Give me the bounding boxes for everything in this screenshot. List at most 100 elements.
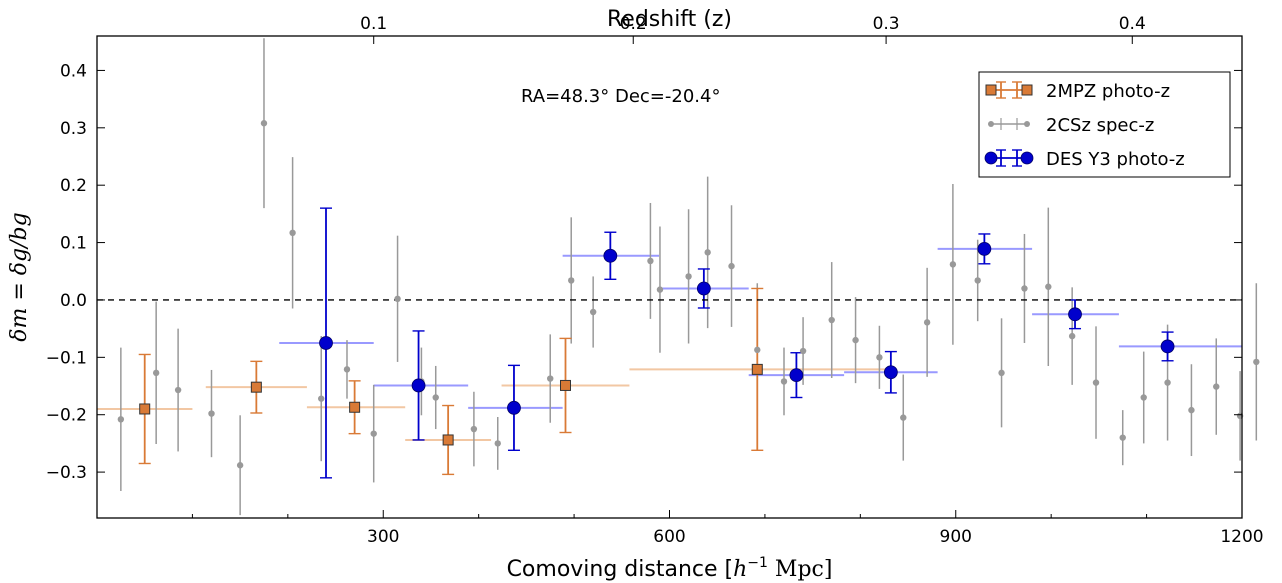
legend-marker — [1020, 151, 1034, 165]
2mpz-point — [751, 363, 763, 375]
spec-z-point — [1119, 434, 1126, 441]
x-tick-label: 300 — [367, 527, 399, 547]
y-tick-label: 0.3 — [60, 119, 87, 139]
top-tick-label: 0.4 — [1119, 14, 1146, 34]
x-tick-label: 1200 — [1220, 527, 1263, 547]
y-axis-title: δm = δg/bg — [7, 212, 32, 341]
spec-z-point — [343, 366, 351, 373]
2mpz-point — [349, 401, 361, 413]
spec-z-point — [568, 277, 575, 284]
x-axis-title-prefix: Comoving distance [ — [507, 557, 734, 582]
spec-z-point — [318, 395, 325, 402]
spec-z-point — [547, 375, 554, 382]
y-tick-label: −0.3 — [46, 463, 87, 483]
des-point — [1160, 339, 1175, 354]
spec-z-point — [754, 346, 761, 354]
spec-z-point — [208, 410, 215, 417]
x-tick-label: 900 — [940, 527, 972, 547]
spec-z-point — [647, 257, 654, 265]
spec-z-point — [470, 425, 478, 433]
legend-label: 2CSz spec-z — [1046, 115, 1154, 136]
top-tick-label: 0.1 — [360, 14, 387, 34]
legend-entry: 2CSz spec-z — [988, 115, 1154, 136]
spec-z-point — [589, 308, 597, 316]
x-axis-title-unit: h — [733, 557, 747, 582]
spec-z-point — [370, 430, 377, 437]
spec-z-point — [1164, 379, 1171, 386]
x-error-bars — [97, 247, 1242, 441]
spec-z-point — [728, 262, 735, 270]
legend-marker — [1024, 121, 1030, 127]
spec-z-point — [900, 414, 907, 421]
legend-entry: 2MPZ photo-z — [985, 81, 1170, 102]
spec-z-point — [260, 120, 268, 127]
des-point — [696, 281, 711, 296]
legend: 2MPZ photo-z 2CSz spec-z DES Y3 photo-z — [978, 71, 1231, 178]
y-tick-label: 0.4 — [60, 61, 87, 81]
legend-marker — [985, 84, 997, 96]
spec-z-point — [1253, 358, 1260, 366]
top-axis-title: Redshift (z) — [607, 7, 732, 32]
des-point — [603, 248, 618, 263]
spec-z-point — [704, 249, 711, 256]
spec-z-point — [394, 295, 401, 303]
y-tick-label: 0.0 — [60, 291, 87, 311]
legend-label: 2MPZ photo-z — [1046, 81, 1170, 102]
spec-z-point — [1021, 285, 1028, 292]
spec-z-point — [1092, 379, 1100, 386]
y-tick-label: 0.1 — [60, 234, 87, 254]
2mpz-point — [139, 403, 151, 415]
spec-z-point — [780, 378, 788, 385]
spec-z-point — [852, 336, 859, 344]
x-axis-title: Comoving distance [h−1 Mpc] — [507, 555, 833, 582]
spec-z-point — [236, 462, 244, 469]
spec-z-point — [974, 277, 981, 284]
des-point — [507, 400, 521, 415]
legend-marker — [1021, 84, 1033, 96]
legend-marker — [988, 121, 994, 127]
x-axis-title-suffix: Mpc] — [768, 557, 833, 582]
spec-z-point — [828, 316, 835, 324]
spec-z-point — [174, 386, 182, 394]
2mpz-point — [559, 379, 571, 391]
x-axis-title-exponent: −1 — [747, 555, 768, 571]
spec-z-point — [799, 347, 807, 355]
legend-marker — [984, 151, 998, 165]
des-point — [883, 365, 898, 380]
spec-z-point — [432, 394, 439, 401]
spec-z-point — [1068, 332, 1076, 340]
legend-entry: DES Y3 photo-z — [984, 149, 1185, 170]
y-tick-label: 0.2 — [60, 176, 87, 196]
spec-z-point — [876, 354, 883, 361]
des-point — [789, 368, 804, 383]
des-point — [411, 378, 426, 393]
spec-z-point — [685, 273, 692, 280]
2mpz-point — [442, 434, 454, 446]
des-point — [977, 241, 992, 256]
top-tick-label: 0.2 — [620, 14, 647, 34]
coordinates-annotation: RA=48.3° Dec=-20.4° — [521, 86, 720, 107]
axis-ticks: 300 600 900 1200 0.1 0.2 0.3 0.4 −0.3 −0.2 −0.1 0.0… — [46, 14, 1264, 547]
spec-z-point — [1140, 394, 1147, 401]
data-markers — [117, 120, 1260, 469]
y-tick-label: −0.1 — [46, 348, 87, 368]
spec-z-point — [117, 416, 125, 423]
spec-z-point — [949, 261, 957, 268]
des-point — [1068, 307, 1082, 322]
spec-z-point — [1188, 406, 1195, 414]
x-tick-label: 600 — [653, 527, 685, 547]
spec-z-point — [923, 319, 931, 326]
spec-z-point — [289, 229, 296, 237]
2mpz-point — [250, 381, 262, 393]
des-point — [319, 336, 333, 350]
spec-z-point — [1213, 383, 1220, 390]
top-tick-label: 0.3 — [873, 14, 900, 34]
legend-label: DES Y3 photo-z — [1046, 149, 1185, 170]
spec-z-point — [152, 369, 160, 377]
y-tick-label: −0.2 — [46, 406, 87, 426]
spec-z-point — [494, 440, 501, 447]
spec-z-point — [998, 369, 1005, 377]
spec-z-point — [1045, 283, 1052, 290]
spec-z-point — [656, 286, 664, 293]
